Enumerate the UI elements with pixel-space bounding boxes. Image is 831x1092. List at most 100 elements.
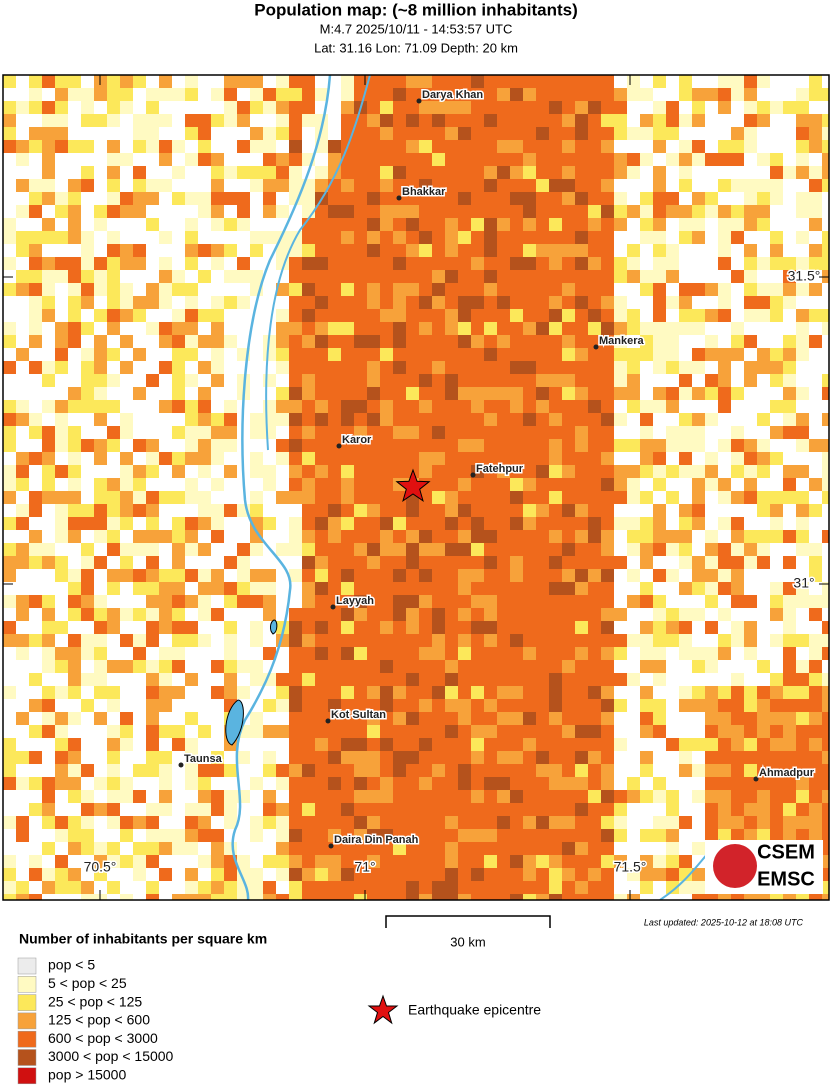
- pop-cell: [380, 244, 393, 257]
- pop-cell: [458, 361, 471, 374]
- pop-cell: [198, 452, 211, 465]
- pop-cell: [744, 374, 757, 387]
- pop-cell: [380, 426, 393, 439]
- pop-cell: [679, 816, 692, 829]
- pop-cell: [328, 855, 341, 868]
- pop-cell: [484, 88, 497, 101]
- pop-cell: [783, 712, 796, 725]
- pop-cell: [16, 647, 29, 660]
- river: [231, 75, 332, 900]
- pop-cell: [81, 881, 94, 894]
- pop-cell: [458, 75, 471, 88]
- pop-cell: [510, 387, 523, 400]
- pop-cell: [783, 699, 796, 712]
- pop-cell: [445, 855, 458, 868]
- pop-cell: [29, 231, 42, 244]
- pop-cell: [432, 166, 445, 179]
- pop-cell: [146, 179, 159, 192]
- pop-cell: [315, 335, 328, 348]
- pop-cell: [705, 569, 718, 582]
- pop-cell: [484, 114, 497, 127]
- pop-cell: [315, 218, 328, 231]
- pop-cell: [770, 361, 783, 374]
- pop-cell: [796, 790, 809, 803]
- pop-cell: [276, 153, 289, 166]
- pop-cell: [55, 140, 68, 153]
- pop-cell: [432, 374, 445, 387]
- pop-cell: [796, 114, 809, 127]
- pop-cell: [406, 738, 419, 751]
- pop-cell: [731, 153, 744, 166]
- pop-cell: [601, 790, 614, 803]
- pop-cell: [640, 413, 653, 426]
- logo-text: CSEM: [757, 841, 815, 863]
- pop-cell: [289, 478, 302, 491]
- pop-cell: [302, 712, 315, 725]
- pop-cell: [354, 257, 367, 270]
- pop-cell: [146, 491, 159, 504]
- pop-cell: [419, 725, 432, 738]
- pop-cell: [315, 322, 328, 335]
- pop-cell: [588, 478, 601, 491]
- pop-cell: [679, 621, 692, 634]
- pop-cell: [692, 439, 705, 452]
- pop-cell: [315, 439, 328, 452]
- pop-cell: [211, 790, 224, 803]
- pop-cell: [302, 530, 315, 543]
- pop-cell: [367, 348, 380, 361]
- pop-cell: [640, 127, 653, 140]
- pop-cell: [770, 712, 783, 725]
- pop-cell: [562, 816, 575, 829]
- pop-cell: [822, 491, 829, 504]
- pop-cell: [549, 582, 562, 595]
- pop-cell: [302, 569, 315, 582]
- pop-cell: [601, 426, 614, 439]
- pop-cell: [354, 166, 367, 179]
- pop-cell: [432, 543, 445, 556]
- pop-cell: [302, 517, 315, 530]
- pop-cell: [536, 218, 549, 231]
- pop-cell: [562, 686, 575, 699]
- pop-cell: [484, 101, 497, 114]
- pop-cell: [146, 816, 159, 829]
- pop-cell: [744, 335, 757, 348]
- pop-cell: [237, 894, 250, 900]
- pop-cell: [588, 348, 601, 361]
- pop-cell: [510, 517, 523, 530]
- legend-label: Earthquake epicentre: [408, 1002, 541, 1018]
- pop-cell: [68, 517, 81, 530]
- pop-cell: [393, 75, 406, 88]
- pop-cell: [419, 582, 432, 595]
- pop-cell: [744, 803, 757, 816]
- pop-cell: [510, 75, 523, 88]
- pop-cell: [822, 803, 829, 816]
- pop-cell: [549, 296, 562, 309]
- pop-cell: [3, 894, 16, 900]
- pop-cell: [445, 777, 458, 790]
- pop-cell: [549, 569, 562, 582]
- pop-cell: [263, 335, 276, 348]
- pop-cell: [81, 569, 94, 582]
- pop-cell: [783, 803, 796, 816]
- pop-cell: [406, 140, 419, 153]
- pop-cell: [562, 374, 575, 387]
- pop-cell: [575, 465, 588, 478]
- pop-cell: [809, 218, 822, 231]
- pop-cell: [42, 309, 55, 322]
- pop-cell: [42, 881, 55, 894]
- pop-cell: [458, 153, 471, 166]
- pop-cell: [731, 582, 744, 595]
- pop-cell: [172, 374, 185, 387]
- pop-cell: [81, 88, 94, 101]
- pop-cell: [523, 387, 536, 400]
- pop-cell: [263, 192, 276, 205]
- pop-cell: [315, 426, 328, 439]
- pop-cell: [445, 816, 458, 829]
- pop-cell: [42, 257, 55, 270]
- pop-cell: [16, 270, 29, 283]
- pop-cell: [679, 218, 692, 231]
- pop-cell: [302, 465, 315, 478]
- pop-cell: [484, 426, 497, 439]
- pop-cell: [3, 855, 16, 868]
- pop-cell: [42, 556, 55, 569]
